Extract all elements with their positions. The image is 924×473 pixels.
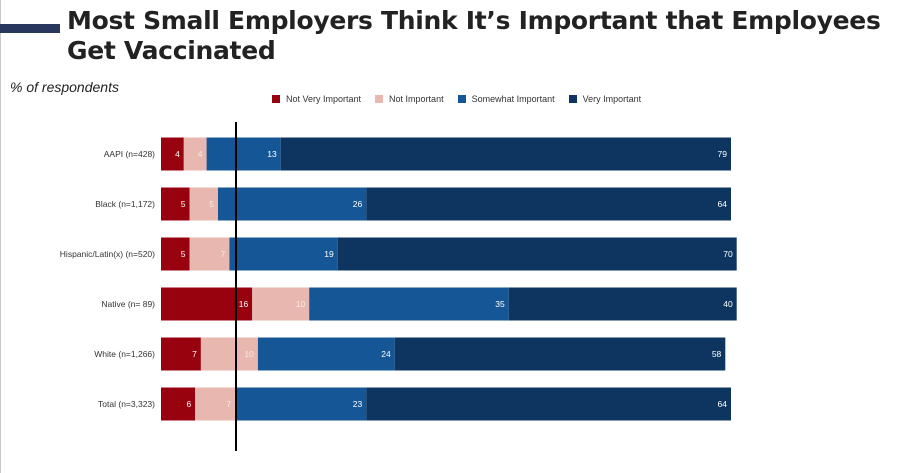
legend-label: Somewhat Important — [471, 94, 555, 104]
legend-swatch — [375, 95, 384, 103]
bar-segment — [337, 237, 737, 271]
data-label: 40 — [723, 299, 733, 309]
data-label: 10 — [296, 299, 306, 309]
legend-swatch — [568, 95, 577, 103]
bar-segment — [189, 237, 230, 271]
data-label: 6 — [186, 399, 191, 409]
bar-segment — [161, 237, 190, 271]
category-label: Hispanic/Latin(x) (n=520) — [60, 249, 155, 259]
data-label: 5 — [181, 199, 186, 209]
data-label: 64 — [718, 399, 728, 409]
legend-item: Not Important — [375, 94, 444, 104]
data-label: 24 — [381, 349, 391, 359]
data-label: 35 — [495, 299, 505, 309]
category-label: AAPI (n=428) — [104, 149, 155, 159]
data-label: 19 — [324, 249, 334, 259]
legend-label: Not Important — [389, 94, 444, 104]
chart-title: Most Small Employers Think It’s Importan… — [67, 6, 881, 65]
bar-segment — [366, 387, 731, 421]
bar-segment — [229, 237, 338, 271]
legend: Not Very Important Not Important Somewhat … — [272, 94, 641, 104]
bar-segment — [366, 187, 731, 221]
bar-segment — [161, 187, 190, 221]
data-label: 5 — [209, 199, 214, 209]
bar-segment — [183, 137, 207, 171]
data-label: 4 — [198, 149, 203, 159]
bar-segment — [206, 137, 281, 171]
category-label: Black (n=1,172) — [95, 199, 155, 209]
data-label: 26 — [353, 199, 363, 209]
chart-subtitle: % of respondents — [10, 79, 119, 95]
bar-segment — [161, 387, 196, 421]
legend-swatch — [272, 95, 280, 103]
legend-item: Somewhat Important — [457, 94, 555, 104]
bar-segment — [218, 187, 367, 221]
data-label: 5 — [181, 249, 186, 259]
bar-segment — [161, 337, 201, 371]
bar-segment — [189, 187, 218, 221]
data-label: 58 — [712, 349, 722, 359]
category-label: Total (n=3,323) — [98, 399, 155, 409]
legend-label: Very Important — [582, 94, 642, 104]
data-label: 16 — [239, 299, 249, 309]
category-label: White (n=1,266) — [94, 349, 155, 359]
slide-border — [0, 0, 1, 473]
bar-segment — [235, 387, 367, 421]
legend-item: Not Very Important — [272, 94, 361, 104]
bar-segment — [394, 337, 726, 371]
legend-label: Not Very Important — [286, 94, 362, 104]
data-label: 79 — [718, 149, 728, 159]
data-label: 23 — [353, 399, 363, 409]
data-label: 4 — [175, 149, 180, 159]
data-label: 7 — [221, 249, 226, 259]
data-label: 10 — [244, 349, 254, 359]
bar-segment — [161, 137, 184, 171]
data-label: 13 — [267, 149, 277, 159]
bar-segment — [309, 287, 509, 321]
bar-segment — [200, 337, 258, 371]
data-label: 7 — [192, 349, 197, 359]
legend-item: Very Important — [568, 94, 642, 104]
data-label: 7 — [226, 399, 231, 409]
data-label: 64 — [718, 199, 728, 209]
bar-segment — [257, 337, 395, 371]
bar-segment — [195, 387, 236, 421]
bar-segment — [508, 287, 737, 321]
legend-swatch — [457, 95, 466, 103]
bar-segment — [252, 287, 310, 321]
title-accent-bar — [0, 24, 60, 33]
bar-segment — [280, 137, 731, 171]
data-label: 70 — [723, 249, 733, 259]
category-label: Native (n= 89) — [101, 299, 155, 309]
